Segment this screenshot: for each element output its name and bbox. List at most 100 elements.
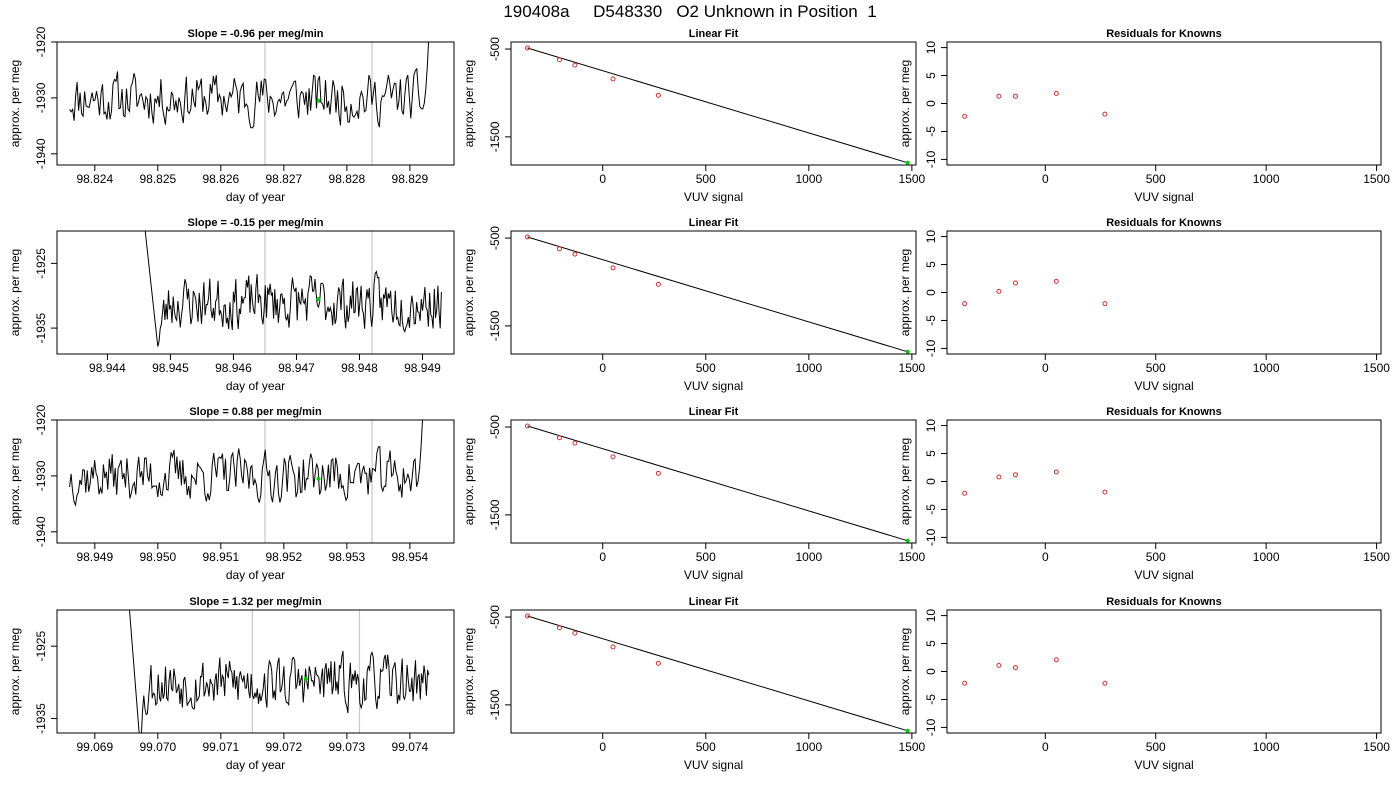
y-tick-label: -1925	[34, 248, 48, 279]
y-tick-label: -1500	[488, 310, 502, 341]
known-point	[610, 454, 616, 460]
known-point	[556, 435, 562, 441]
plot-frame	[56, 230, 455, 355]
x-tick-label: 99.069	[76, 740, 113, 754]
x-tick-label: 98.947	[278, 361, 315, 375]
fit-line	[527, 236, 908, 353]
known-point	[556, 246, 562, 252]
known-point	[655, 470, 661, 476]
plot-area	[962, 469, 1108, 496]
residual-point	[962, 680, 968, 686]
x-tick-label: 1500	[1363, 361, 1390, 375]
y-axis-label: approx. per meg	[8, 628, 22, 715]
y-tick-label: 5	[924, 640, 938, 647]
known-point	[556, 57, 562, 63]
residual-point	[962, 301, 968, 307]
fit-line	[527, 425, 908, 542]
x-tick-label: 1000	[795, 172, 822, 186]
x-axis-label: day of year	[226, 379, 285, 393]
x-tick-label: 98.950	[139, 550, 176, 564]
x-tick-label: 1500	[899, 172, 926, 186]
fit-line	[527, 47, 908, 164]
residual-point	[1102, 680, 1108, 686]
y-tick-label: 0	[924, 289, 938, 296]
unknown-point	[905, 160, 910, 165]
x-tick-label: 500	[696, 361, 716, 375]
residual-point	[1102, 111, 1108, 117]
panel-residuals: Residuals for Knowns 0 500 1000 1500 -10 -5 0 5 1…	[898, 28, 1390, 204]
plot-area	[69, 42, 430, 165]
panel-timeseries: Slope = 1.32 per meg/min 99.069 99.070 99.0…	[8, 596, 455, 772]
y-tick-label: 0	[924, 100, 938, 107]
y-tick-label: -500	[488, 37, 502, 61]
panel-title: Slope = 0.88 per meg/min	[189, 406, 322, 418]
panel-title: Residuals for Knowns	[1106, 596, 1222, 608]
panel-title: Residuals for Knowns	[1106, 406, 1222, 418]
y-tick-label: -1930	[34, 82, 48, 113]
plot-frame	[56, 41, 455, 166]
plot-frame	[946, 230, 1382, 355]
known-point	[610, 76, 616, 82]
x-axis-label: day of year	[226, 758, 285, 772]
y-tick-label: 10	[924, 419, 938, 433]
panel-residuals: Residuals for Knowns 0 500 1000 1500 -10 -5 0 5 1…	[898, 596, 1390, 772]
x-tick-label: 0	[599, 550, 606, 564]
panel-linfit: Linear Fit 0 500 1000 1500 -1500 -500 VUV signa…	[462, 596, 926, 772]
y-tick-label: -5	[924, 315, 938, 326]
x-tick-label: 1500	[899, 740, 926, 754]
unknown-point	[905, 538, 910, 543]
y-axis-label: approx. per meg	[462, 628, 476, 715]
known-point	[610, 644, 616, 650]
unknown-point	[905, 728, 910, 733]
residual-point	[996, 288, 1002, 294]
residual-point	[1053, 90, 1059, 96]
x-tick-label: 500	[696, 740, 716, 754]
x-tick-label: 1500	[1363, 550, 1390, 564]
x-axis-label: VUV signal	[684, 758, 743, 772]
plot-frame	[946, 419, 1382, 544]
residual-point	[1053, 657, 1059, 663]
y-axis-label: approx. per meg	[462, 438, 476, 525]
x-tick-label: 1500	[899, 361, 926, 375]
x-tick-label: 99.074	[392, 740, 429, 754]
y-tick-label: -1920	[34, 26, 48, 57]
residual-point	[1012, 665, 1018, 671]
y-axis-label: approx. per meg	[898, 438, 912, 525]
trace-line	[69, 42, 430, 129]
unknown-marker	[316, 476, 321, 481]
x-tick-label: 98.951	[202, 550, 239, 564]
y-axis-label: approx. per meg	[898, 60, 912, 147]
x-axis-label: VUV signal	[1134, 568, 1193, 582]
trace-line	[144, 231, 442, 347]
plot-area	[524, 45, 910, 165]
y-axis-label: approx. per meg	[8, 438, 22, 525]
y-tick-label: 10	[924, 230, 938, 244]
y-tick-label: -1500	[488, 121, 502, 152]
known-point	[524, 45, 530, 51]
y-axis-label: approx. per meg	[8, 60, 22, 147]
panel-timeseries: Slope = -0.96 per meg/min 98.824 98.825 98.…	[8, 26, 455, 204]
x-tick-label: 98.949	[404, 361, 441, 375]
trace-line	[129, 610, 430, 733]
x-tick-label: 500	[696, 550, 716, 564]
y-tick-label: -10	[924, 150, 938, 168]
x-tick-label: 99.070	[139, 740, 176, 754]
plot-area	[69, 420, 423, 543]
x-tick-label: 500	[1146, 740, 1166, 754]
known-point	[524, 613, 530, 619]
panel-residuals: Residuals for Knowns 0 500 1000 1500 -10 -5 0 5 1…	[898, 217, 1390, 393]
x-tick-label: 1500	[1363, 172, 1390, 186]
y-tick-label: 5	[924, 261, 938, 268]
x-tick-label: 98.824	[76, 172, 113, 186]
y-axis-label: approx. per meg	[898, 628, 912, 715]
y-tick-label: 5	[924, 450, 938, 457]
y-tick-label: -5	[924, 126, 938, 137]
x-tick-label: 500	[696, 172, 716, 186]
y-tick-label: -1925	[34, 631, 48, 662]
x-tick-label: 1000	[795, 550, 822, 564]
x-tick-label: 99.073	[329, 740, 366, 754]
panel-title: Linear Fit	[689, 596, 739, 608]
x-tick-label: 0	[1042, 740, 1049, 754]
panel-title: Linear Fit	[689, 217, 739, 229]
residual-point	[962, 113, 968, 119]
